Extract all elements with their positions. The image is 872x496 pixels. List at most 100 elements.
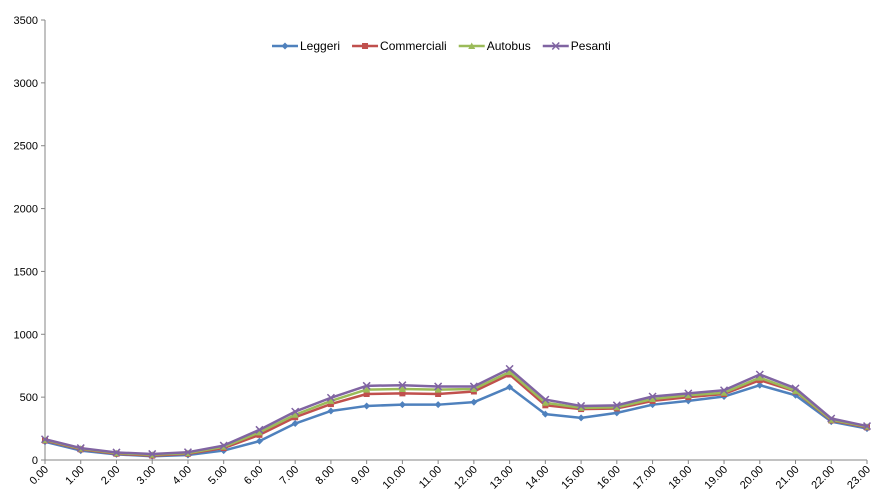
legend-item-commerciali: Commerciali bbox=[352, 39, 447, 53]
series-lines bbox=[40, 364, 872, 460]
x-tick-label: 5.00 bbox=[206, 464, 230, 488]
x-tick-label: 12.00 bbox=[452, 464, 480, 492]
x-tick-label: 13.00 bbox=[488, 464, 516, 492]
data-point bbox=[255, 428, 263, 436]
data-point bbox=[470, 385, 478, 392]
y-tick-label: 3000 bbox=[14, 78, 38, 90]
x-tick-label: 22.00 bbox=[809, 464, 837, 492]
y-tick-label: 1500 bbox=[14, 266, 38, 278]
x-tick-label: 16.00 bbox=[595, 464, 623, 492]
data-point bbox=[398, 381, 407, 390]
x-tick-label: 3.00 bbox=[135, 464, 159, 488]
x-tick-label: 1.00 bbox=[63, 464, 87, 488]
data-point bbox=[756, 381, 764, 389]
data-point bbox=[720, 389, 728, 396]
data-point bbox=[148, 449, 157, 458]
data-point bbox=[291, 411, 299, 418]
series-line bbox=[44, 367, 868, 456]
data-point bbox=[363, 402, 371, 410]
data-point bbox=[684, 389, 693, 398]
x-tick-label: 7.00 bbox=[278, 464, 302, 488]
legend-label: Pesanti bbox=[571, 39, 611, 53]
data-point bbox=[577, 404, 585, 411]
x-axis-ticks: 0.00 1.00 2.00 3.00 4.00 5.00 6.00 7.00 8.00 9.00… bbox=[27, 460, 872, 492]
legend-swatch-marker bbox=[362, 43, 369, 49]
data-point bbox=[291, 407, 300, 416]
data-point bbox=[326, 393, 335, 402]
data-point bbox=[435, 391, 442, 397]
x-tick-label: 20.00 bbox=[738, 464, 766, 492]
data-point bbox=[827, 414, 836, 423]
data-point bbox=[469, 382, 478, 391]
data-point bbox=[791, 384, 800, 393]
legend-label: Autobus bbox=[487, 39, 531, 53]
data-point bbox=[362, 381, 371, 390]
x-tick-label: 14.00 bbox=[524, 464, 552, 492]
data-point bbox=[506, 368, 514, 375]
x-tick-label: 15.00 bbox=[559, 464, 587, 492]
data-point bbox=[612, 401, 621, 410]
data-point bbox=[541, 399, 549, 406]
axes bbox=[44, 20, 867, 461]
y-axis-ticks: 0 500 1000 1500 2000 2500 3000 3500 bbox=[14, 15, 45, 467]
data-point bbox=[505, 364, 514, 373]
x-tick-label: 8.00 bbox=[313, 464, 337, 488]
x-tick-label: 11.00 bbox=[417, 464, 444, 491]
y-tick-label: 1000 bbox=[14, 329, 38, 341]
data-point bbox=[648, 392, 657, 401]
legend-item-autobus: Autobus bbox=[458, 39, 531, 53]
x-tick-label: 0.00 bbox=[27, 464, 51, 488]
x-tick-label: 10.00 bbox=[381, 464, 409, 492]
y-tick-label: 500 bbox=[20, 392, 38, 404]
y-tick-label: 3500 bbox=[14, 15, 38, 27]
series-pesanti bbox=[40, 364, 872, 458]
data-point bbox=[434, 386, 442, 393]
data-point bbox=[613, 403, 621, 411]
data-point bbox=[40, 435, 50, 444]
data-point bbox=[506, 383, 514, 391]
data-point bbox=[327, 407, 335, 415]
legend-label: Commerciali bbox=[380, 39, 447, 53]
legend: Leggeri Commerciali Autobus Pesanti bbox=[272, 39, 611, 53]
y-tick-label: 0 bbox=[32, 455, 38, 467]
x-tick-label: 6.00 bbox=[242, 464, 266, 488]
data-point bbox=[76, 444, 85, 453]
legend-item-leggeri: Leggeri bbox=[272, 39, 340, 53]
data-point bbox=[327, 397, 335, 404]
series-line bbox=[44, 383, 868, 458]
data-point bbox=[862, 422, 872, 431]
data-point bbox=[541, 395, 550, 404]
data-point bbox=[255, 437, 263, 445]
data-point bbox=[720, 386, 729, 395]
data-point bbox=[183, 448, 192, 457]
data-point bbox=[399, 390, 406, 397]
series-autobus bbox=[41, 368, 871, 458]
data-point bbox=[541, 410, 549, 418]
x-tick-label: 19.00 bbox=[702, 464, 730, 492]
data-point bbox=[398, 385, 406, 392]
data-point bbox=[434, 401, 442, 409]
data-point bbox=[363, 391, 370, 397]
data-point bbox=[755, 370, 764, 379]
data-point bbox=[255, 425, 264, 434]
x-tick-label: 17.00 bbox=[631, 464, 659, 492]
data-point bbox=[577, 414, 585, 422]
data-point bbox=[112, 448, 121, 457]
data-point bbox=[756, 374, 764, 381]
data-point bbox=[291, 420, 299, 428]
legend-swatch-marker bbox=[281, 42, 289, 50]
x-tick-label: 23.00 bbox=[845, 464, 872, 492]
data-point bbox=[577, 401, 586, 410]
legend-item-pesanti: Pesanti bbox=[542, 39, 611, 53]
data-point bbox=[219, 441, 228, 450]
data-point bbox=[470, 398, 478, 406]
data-point bbox=[363, 386, 371, 393]
y-tick-label: 2500 bbox=[14, 141, 38, 153]
data-point bbox=[434, 382, 443, 391]
x-tick-label: 2.00 bbox=[99, 464, 123, 488]
x-tick-label: 4.00 bbox=[170, 464, 194, 488]
data-point bbox=[649, 395, 657, 403]
data-point bbox=[792, 387, 800, 394]
legend-swatch-marker bbox=[551, 41, 560, 51]
